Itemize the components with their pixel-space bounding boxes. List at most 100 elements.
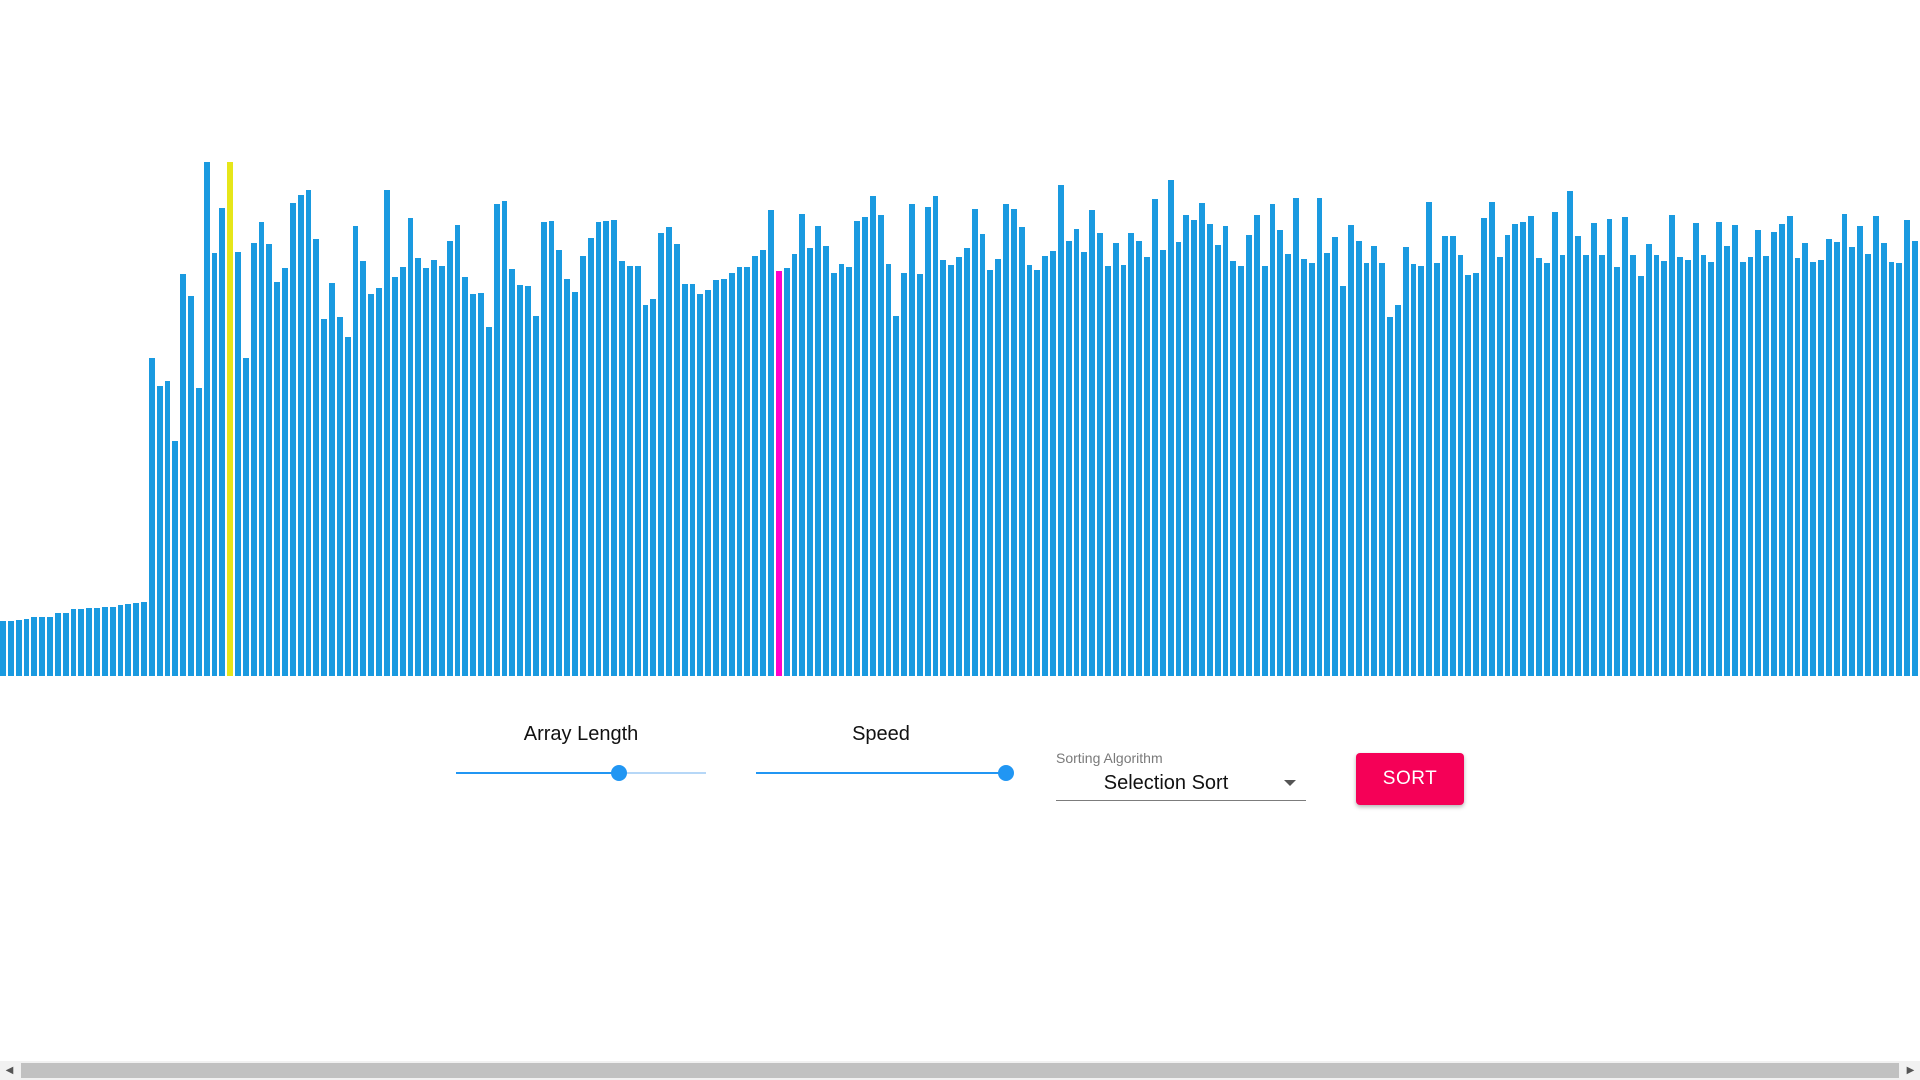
array-bar (1214, 245, 1221, 676)
array-bar (1504, 235, 1511, 676)
array-bar (1677, 257, 1683, 676)
algorithm-select-value: Selection Sort (1103, 772, 1229, 794)
array-bar (493, 204, 500, 676)
array-bar (172, 441, 179, 676)
array-bar (1261, 266, 1268, 676)
array-bar (673, 244, 680, 676)
array-bar (1230, 261, 1237, 676)
array-bar (297, 195, 304, 676)
array-bar (1152, 199, 1158, 676)
array-bar (39, 617, 45, 676)
array-bar (125, 604, 132, 676)
array-bar (1653, 255, 1660, 676)
array-bar (485, 327, 492, 676)
array-bar (1778, 224, 1785, 676)
sort-button[interactable]: SORT (1356, 753, 1464, 805)
array-bar (1810, 262, 1817, 676)
array-bar (901, 273, 908, 676)
array-bar (807, 248, 813, 676)
array-bar (101, 607, 108, 676)
array-length-slider-fill (456, 772, 619, 774)
scroll-right-arrow-icon[interactable]: ▶ (1906, 1065, 1915, 1076)
array-bar (195, 388, 202, 676)
array-bar (1042, 256, 1049, 676)
array-bar (775, 271, 782, 676)
array-bar (1747, 257, 1754, 676)
array-bar (1410, 264, 1417, 676)
array-bar (626, 266, 633, 676)
array-bar (1347, 225, 1354, 676)
array-bar (462, 277, 469, 676)
array-bar (15, 620, 22, 676)
bar-chart (0, 162, 1918, 676)
array-bar (666, 227, 672, 676)
array-length-slider[interactable] (456, 765, 706, 781)
array-bar (1700, 255, 1707, 676)
array-bar (1872, 216, 1879, 676)
array-bar (1763, 256, 1770, 676)
array-bar (909, 204, 915, 676)
array-bar (971, 209, 978, 676)
array-bar (1551, 212, 1558, 676)
array-bar (1684, 260, 1691, 676)
array-bar (368, 294, 375, 676)
algorithm-select[interactable]: Selection Sort (1056, 768, 1306, 801)
array-bar (564, 279, 571, 676)
array-bar (869, 196, 876, 676)
array-bar (1614, 267, 1621, 676)
array-bar (736, 267, 743, 676)
array-bar (1904, 220, 1911, 676)
array-bar (963, 248, 970, 676)
array-bar (1630, 255, 1636, 676)
array-bar (1136, 241, 1143, 676)
array-bar (407, 218, 414, 676)
array-bar (180, 274, 187, 676)
array-bar (1065, 241, 1072, 676)
array-bar (305, 190, 312, 676)
array-bar (1865, 254, 1871, 676)
array-bar (235, 252, 241, 676)
array-bar (705, 290, 712, 676)
array-bar (532, 316, 539, 676)
array-bar (360, 261, 367, 676)
array-bar (1112, 243, 1119, 676)
array-bar (31, 617, 38, 676)
horizontal-scrollbar[interactable]: ◀ ▶ (0, 1061, 1920, 1080)
array-bar (1473, 273, 1480, 676)
array-bar (164, 381, 171, 676)
array-bar (1692, 223, 1699, 676)
array-bar (203, 162, 210, 676)
array-bar (0, 621, 6, 676)
array-bar (689, 284, 696, 676)
array-length-slider-thumb[interactable] (610, 765, 627, 781)
array-bar (1426, 202, 1433, 676)
speed-slider[interactable] (756, 765, 1014, 781)
array-bar (1394, 305, 1401, 676)
array-bar (634, 266, 641, 676)
scroll-left-arrow-icon[interactable]: ◀ (5, 1065, 14, 1076)
array-bar (642, 305, 649, 676)
array-bar (1167, 180, 1174, 676)
array-bar (744, 267, 751, 676)
array-bar (1731, 225, 1738, 676)
horizontal-scrollbar-thumb[interactable] (21, 1063, 1899, 1078)
array-bar (1825, 239, 1832, 676)
array-bar (454, 225, 461, 676)
array-bar (423, 268, 429, 676)
array-bar (1081, 252, 1088, 676)
array-bar (446, 241, 453, 676)
array-bar (752, 256, 759, 676)
array-bar (1606, 219, 1613, 676)
array-bar (1543, 263, 1550, 676)
array-bar (1355, 241, 1362, 676)
speed-slider-thumb[interactable] (998, 765, 1014, 781)
array-bar (1026, 265, 1033, 676)
array-bar (838, 264, 845, 676)
array-bar (979, 234, 986, 676)
array-bar (1175, 242, 1182, 676)
array-bar (313, 239, 320, 676)
array-bar (1340, 286, 1346, 676)
array-bar (384, 190, 390, 676)
array-bar (1418, 266, 1425, 676)
